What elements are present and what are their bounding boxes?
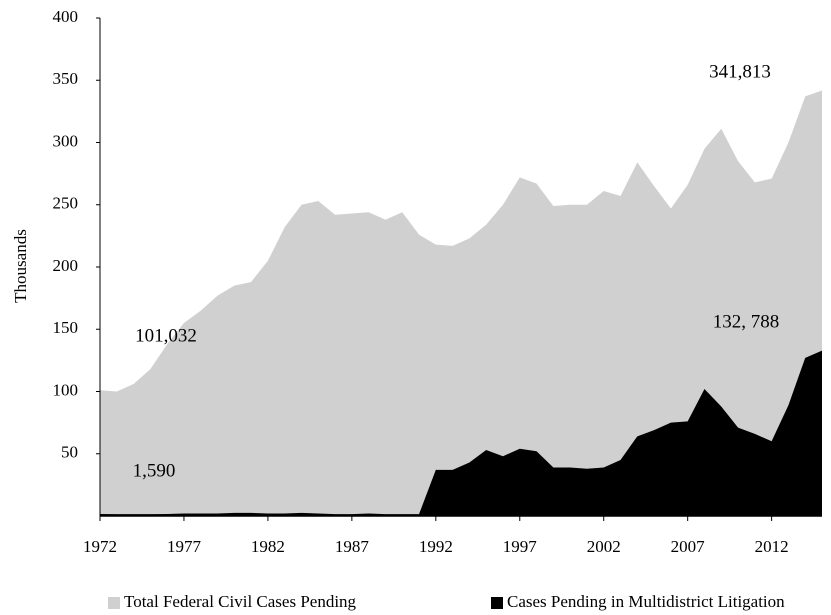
y-tick-label: 100 [53, 380, 79, 399]
legend-swatch [108, 597, 120, 609]
x-tick-label: 1987 [335, 537, 370, 556]
annotation: 341,813 [709, 61, 771, 82]
y-axis-label: Thousands [11, 229, 30, 303]
x-tick-label: 2002 [587, 537, 621, 556]
y-tick-label: 250 [53, 194, 79, 213]
x-tick-label: 1972 [83, 537, 117, 556]
area [100, 350, 822, 516]
y-tick-label: 350 [53, 69, 79, 88]
x-tick-label: 1997 [503, 537, 538, 556]
annotation: 101,032 [135, 325, 197, 346]
annotation: 1,590 [133, 460, 176, 481]
legend-swatch [491, 597, 503, 609]
x-tick-label: 2007 [671, 537, 706, 556]
y-tick-label: 50 [61, 443, 78, 462]
legend-label: Cases Pending in Multidistrict Litigatio… [507, 592, 785, 611]
y-tick-label: 400 [53, 7, 79, 26]
x-tick-label: 1992 [419, 537, 453, 556]
y-tick-label: 200 [53, 256, 79, 275]
x-tick-label: 2012 [755, 537, 789, 556]
y-tick-label: 150 [53, 318, 79, 337]
area [100, 90, 822, 517]
y-tick-label: 300 [53, 131, 79, 150]
x-tick-label: 1977 [167, 537, 202, 556]
annotation: 132, 788 [713, 311, 780, 332]
x-tick-label: 1982 [251, 537, 285, 556]
legend-label: Total Federal Civil Cases Pending [124, 592, 357, 611]
